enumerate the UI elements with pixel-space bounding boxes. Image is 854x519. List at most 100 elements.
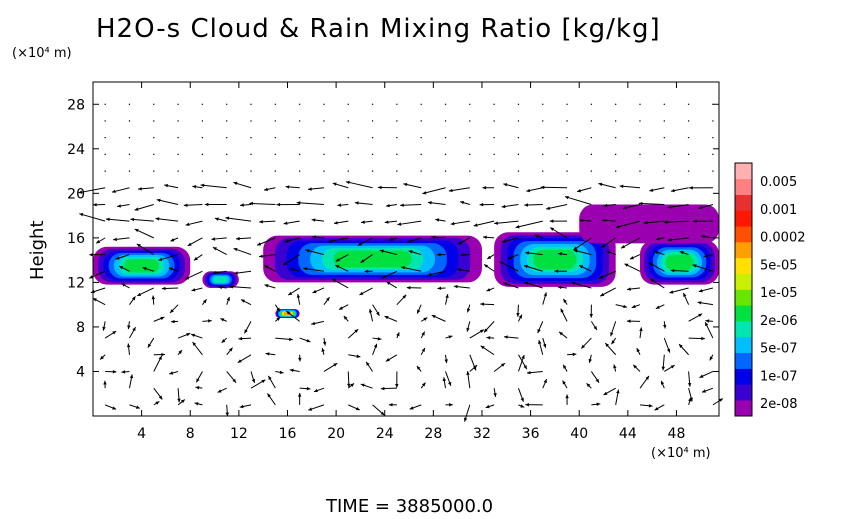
vector-arrowhead bbox=[350, 383, 355, 388]
vector-dot bbox=[226, 170, 228, 172]
vector-arrowhead bbox=[321, 347, 325, 352]
vector-arrowhead bbox=[473, 366, 477, 371]
cloud-region-4-level-6 bbox=[665, 254, 694, 271]
vector-arrowhead bbox=[388, 403, 393, 407]
vector-arrowhead bbox=[135, 405, 140, 409]
vector-arrowhead bbox=[654, 250, 659, 255]
vector-dot bbox=[396, 103, 398, 105]
vector-arrowhead bbox=[229, 285, 234, 289]
vector-arrowhead bbox=[134, 207, 139, 211]
vector-arrowhead bbox=[155, 217, 160, 221]
vector-arrowhead bbox=[384, 315, 389, 320]
vector-arrowhead bbox=[377, 185, 382, 190]
vector-arrowhead bbox=[623, 304, 628, 309]
vector-arrowhead bbox=[705, 319, 710, 323]
vector-arrowhead bbox=[276, 317, 281, 321]
vector-arrowhead bbox=[164, 183, 169, 188]
vector-arrowhead bbox=[577, 189, 582, 193]
vector-arrowhead bbox=[670, 365, 675, 369]
vector-arrowhead bbox=[598, 275, 603, 279]
vector-arrowhead bbox=[563, 364, 567, 369]
vector-arrowhead bbox=[538, 340, 542, 345]
vector-arrowhead bbox=[631, 304, 636, 309]
vector-dot bbox=[493, 120, 495, 122]
vector-arrowhead bbox=[444, 359, 448, 364]
vector-arrow bbox=[78, 187, 106, 194]
vector-arrowhead bbox=[354, 329, 359, 333]
vector-arrowhead bbox=[129, 374, 134, 379]
vector-dot bbox=[444, 153, 447, 156]
vector-arrowhead bbox=[240, 203, 244, 207]
vector-dot bbox=[347, 103, 349, 105]
vector-arrowhead bbox=[192, 185, 197, 189]
vector-arrowhead bbox=[377, 337, 382, 341]
vector-arrowhead bbox=[368, 308, 373, 313]
vector-arrow bbox=[663, 220, 689, 223]
vector-arrowhead bbox=[151, 295, 156, 300]
vector-arrowhead bbox=[311, 321, 316, 326]
vector-arrowhead bbox=[284, 239, 289, 243]
vector-arrowhead bbox=[689, 186, 693, 190]
vector-arrowhead bbox=[186, 333, 191, 337]
vector-arrowhead bbox=[649, 262, 654, 266]
vector-dot bbox=[177, 103, 179, 105]
vector-arrowhead bbox=[225, 216, 230, 220]
vector-dot bbox=[104, 153, 106, 156]
vector-arrowhead bbox=[626, 319, 631, 323]
vector-arrowhead bbox=[501, 204, 506, 209]
vector-arrowhead bbox=[283, 221, 288, 225]
vector-arrow bbox=[155, 217, 179, 222]
vector-dot bbox=[274, 136, 277, 139]
vector-arrowhead bbox=[526, 370, 531, 375]
vector-arrowhead bbox=[102, 326, 106, 331]
wind-vector-field bbox=[78, 103, 724, 422]
vector-dot bbox=[128, 153, 131, 156]
vector-dot bbox=[274, 103, 277, 105]
vector-arrowhead bbox=[705, 322, 709, 327]
colorbar-swatch bbox=[735, 384, 752, 401]
vector-dot bbox=[298, 103, 301, 105]
vector-arrowhead bbox=[373, 343, 378, 348]
vector-arrowhead bbox=[237, 359, 242, 363]
vector-dot bbox=[614, 170, 617, 172]
vector-dot bbox=[250, 170, 252, 172]
x-tick-label: 48 bbox=[668, 426, 686, 442]
vector-arrowhead bbox=[178, 350, 182, 354]
vector-arrow bbox=[200, 184, 227, 189]
y-tick-label: 24 bbox=[67, 142, 85, 158]
vector-arrowhead bbox=[112, 406, 117, 410]
vector-arrowhead bbox=[416, 365, 421, 370]
vector-arrowhead bbox=[240, 299, 245, 303]
vector-arrow bbox=[225, 217, 252, 222]
vector-arrow bbox=[494, 220, 519, 224]
vector-arrowhead bbox=[460, 200, 465, 205]
vector-arrowhead bbox=[130, 217, 135, 222]
vector-dot bbox=[663, 170, 666, 172]
vector-dot bbox=[323, 170, 325, 172]
vector-arrowhead bbox=[666, 348, 671, 353]
colorbar-swatch bbox=[735, 226, 752, 243]
vector-arrowhead bbox=[233, 247, 238, 252]
vector-arrowhead bbox=[610, 332, 614, 337]
vector-arrowhead bbox=[126, 343, 131, 348]
vector-arrowhead bbox=[385, 203, 390, 208]
vector-arrowhead bbox=[422, 191, 427, 195]
y-tick-label: 4 bbox=[76, 364, 85, 380]
vector-arrow bbox=[105, 218, 130, 222]
vector-arrowhead bbox=[249, 201, 253, 206]
vector-dot bbox=[371, 170, 374, 172]
vector-dot bbox=[444, 136, 447, 139]
vector-dot bbox=[128, 136, 131, 139]
vector-arrowhead bbox=[160, 316, 165, 321]
colorbar-label: 5e-05 bbox=[760, 258, 798, 273]
vector-dot bbox=[444, 170, 447, 172]
colorbar-label: 0.0002 bbox=[760, 231, 806, 246]
vector-dot bbox=[153, 136, 155, 139]
vector-arrowhead bbox=[158, 355, 162, 360]
colorbar-label: 2e-06 bbox=[760, 314, 798, 329]
vector-arrowhead bbox=[286, 311, 291, 315]
vector-arrowhead bbox=[211, 237, 216, 241]
vector-dot bbox=[153, 170, 155, 172]
vector-arrowhead bbox=[338, 306, 343, 310]
